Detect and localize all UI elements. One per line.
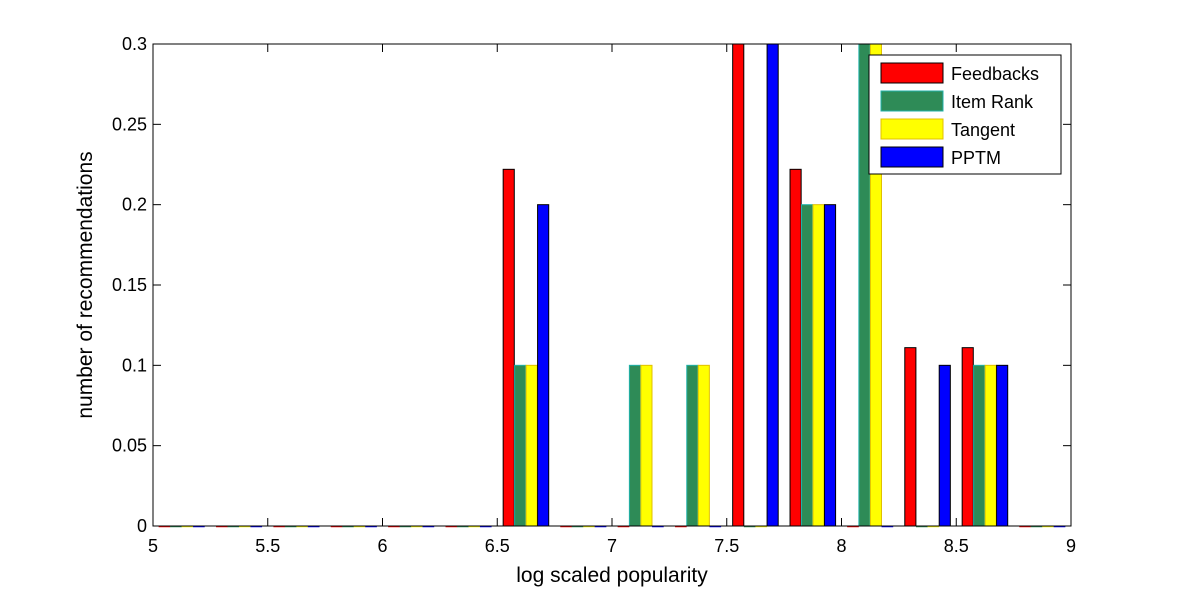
- bar-tangent-6: [525, 364, 538, 527]
- x-tick-label: 7.5: [714, 536, 739, 556]
- bar-item-rank-8: [628, 364, 642, 527]
- bar-item-rank-11: [801, 204, 814, 527]
- legend: Feedbacks Item Rank Tangent PPTM: [868, 54, 1062, 175]
- x-axis-label: log scaled popularity: [516, 564, 708, 587]
- y-axis-label: number of recommendations: [74, 151, 97, 418]
- y-axis-ticks: 0 0.05 0.1 0.15 0.2 0.25 0.3: [112, 34, 1071, 536]
- bar-feedbacks-14: [961, 347, 974, 527]
- bar-item-rank-12: [858, 43, 871, 527]
- bar-pptm-11: [823, 204, 837, 527]
- y-tick-label: 0.15: [112, 275, 147, 295]
- bar-pptm-6: [537, 204, 550, 527]
- legend-swatch: [880, 146, 944, 168]
- x-tick-label: 5: [148, 536, 158, 556]
- y-tick-label: 0.05: [112, 436, 147, 456]
- legend-swatch: [880, 62, 944, 84]
- x-tick-label: 8.5: [944, 536, 969, 556]
- bar-item-rank-6: [514, 364, 527, 527]
- y-tick-label: 0: [137, 516, 147, 536]
- bar-tangent-14: [984, 364, 997, 527]
- x-tick-label: 9: [1066, 536, 1076, 556]
- x-tick-label: 7: [607, 536, 617, 556]
- bar-pptm-10: [766, 43, 779, 527]
- bar-feedbacks-11: [789, 168, 802, 527]
- bar-tangent-11: [812, 204, 825, 527]
- bar-pptm-14: [996, 364, 1009, 527]
- legend-entry-label: Feedbacks: [951, 64, 1039, 84]
- bar-feedbacks-10: [732, 43, 745, 527]
- bar-pptm-13: [938, 364, 951, 527]
- bar-feedbacks-6: [502, 168, 515, 527]
- bar-tangent-8: [640, 364, 653, 527]
- bar-feedbacks-13: [904, 347, 917, 527]
- x-tick-label: 6.5: [485, 536, 510, 556]
- legend-swatch: [880, 118, 944, 140]
- bar-tangent-9: [697, 364, 710, 527]
- y-tick-label: 0.25: [112, 114, 147, 134]
- legend-swatch: [880, 90, 944, 112]
- bar-item-rank-9: [686, 364, 699, 527]
- x-axis-ticks: 5 5.5 6 6.5 7 7.5 8 8.5 9: [148, 44, 1076, 556]
- y-tick-label: 0.2: [122, 195, 147, 215]
- legend-entry-label: Tangent: [951, 120, 1015, 140]
- bar-item-rank-14: [973, 364, 986, 527]
- x-tick-label: 8: [836, 536, 846, 556]
- legend-entry-label: Item Rank: [951, 92, 1034, 112]
- legend-entry-label: PPTM: [951, 148, 1001, 168]
- y-tick-label: 0.3: [122, 34, 147, 54]
- x-tick-label: 5.5: [255, 536, 280, 556]
- y-tick-label: 0.1: [122, 355, 147, 375]
- x-tick-label: 6: [377, 536, 387, 556]
